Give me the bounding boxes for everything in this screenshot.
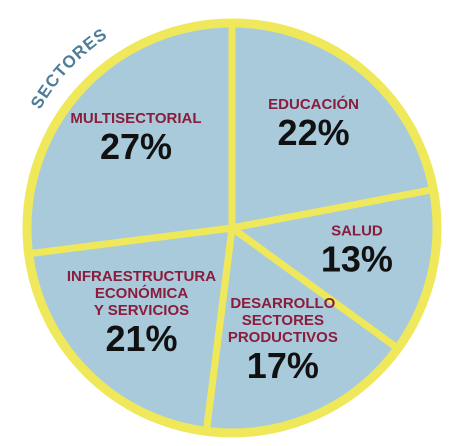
category-label: SALUD — [331, 222, 383, 239]
category-line: SECTORES — [242, 312, 324, 329]
category-line: SALUD — [331, 222, 383, 239]
category-line: Y SERVICIOS — [94, 302, 189, 319]
category-line: PRODUCTIVOS — [228, 329, 338, 346]
pie-rim — [22, 18, 442, 438]
category-label: DESARROLLO SECTORES PRODUCTIVOS — [228, 295, 338, 346]
category-label: MULTISECTORIAL — [70, 110, 201, 127]
value-label: 13% — [321, 238, 393, 279]
category-line: DESARROLLO — [230, 295, 335, 312]
category-line: MULTISECTORIAL — [70, 110, 201, 127]
category-line: ECONÓMICA — [95, 284, 189, 302]
category-line: INFRAESTRUCTURA — [67, 268, 216, 285]
value-label: 21% — [105, 318, 177, 359]
value-label: 22% — [278, 112, 350, 153]
category-label: EDUCACIÓN — [268, 95, 359, 113]
value-label: 27% — [100, 126, 172, 167]
category-line: EDUCACIÓN — [268, 95, 359, 113]
value-label: 17% — [247, 345, 319, 386]
category-label: INFRAESTRUCTURA ECONÓMICA Y SERVICIOS — [67, 268, 216, 319]
